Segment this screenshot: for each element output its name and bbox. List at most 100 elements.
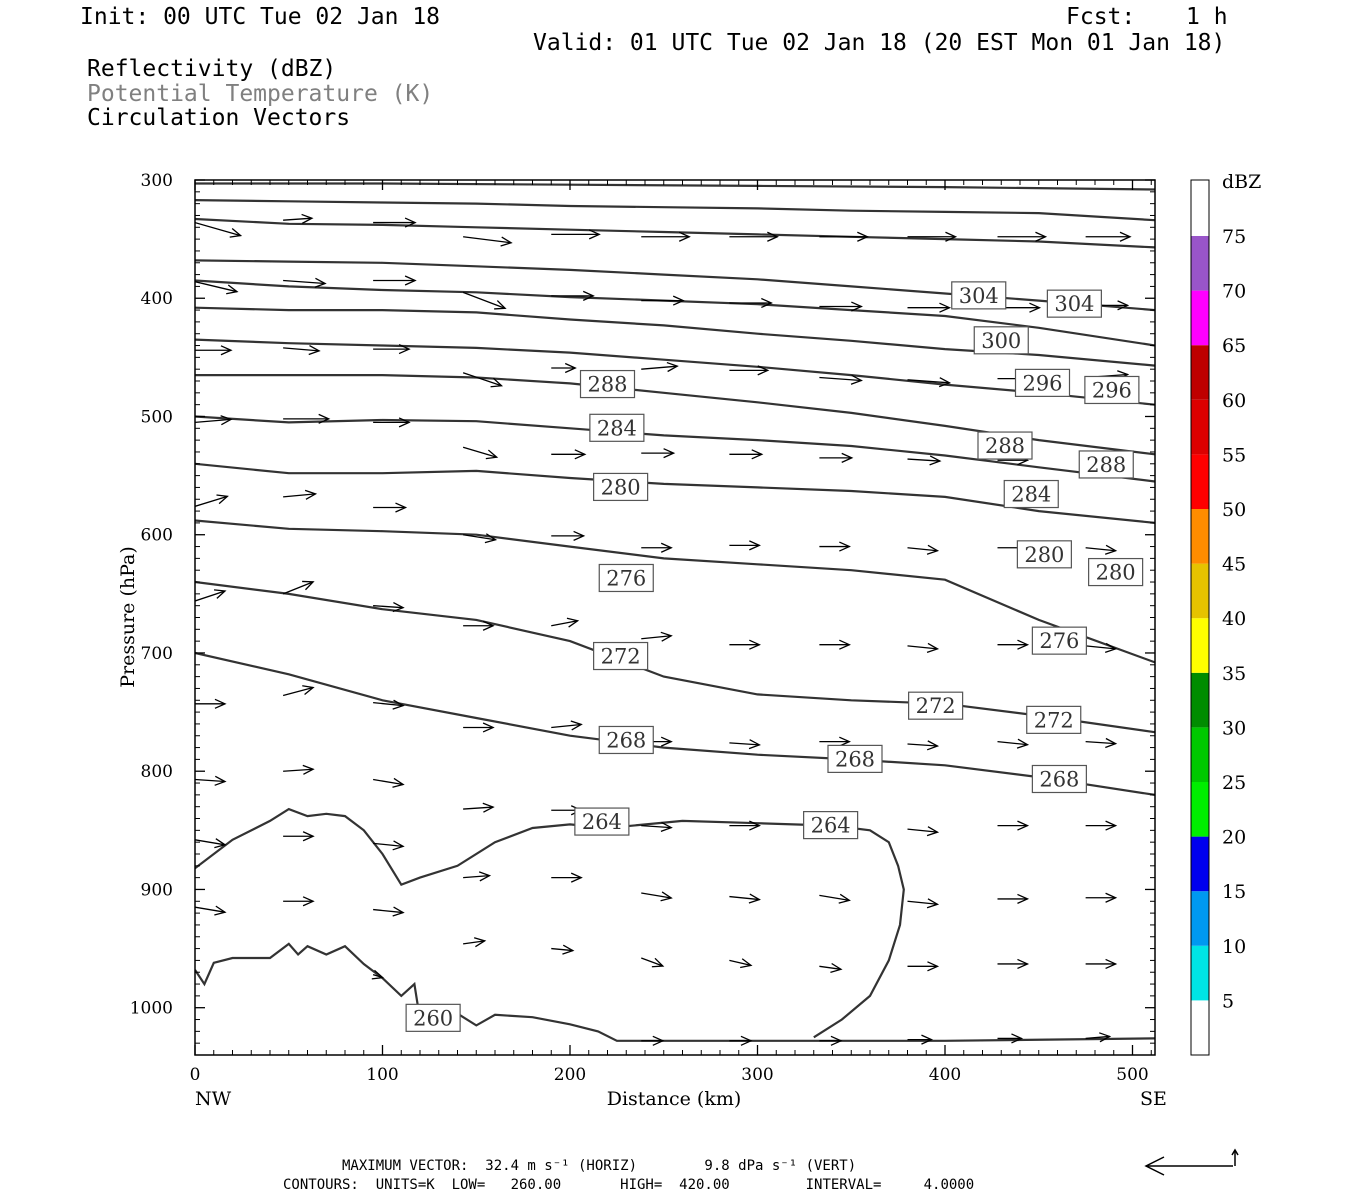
circulation-vector — [195, 221, 243, 238]
circulation-vector — [463, 533, 498, 544]
circulation-vector — [283, 413, 331, 424]
circulation-vector — [729, 893, 761, 904]
x-tick-label: 500 — [1116, 1065, 1148, 1085]
circulation-vector — [641, 821, 673, 833]
theta-contour-268 — [195, 651, 1155, 796]
circulation-vector — [641, 231, 691, 242]
colorbar-label: 30 — [1222, 717, 1246, 739]
circulation-vector — [907, 642, 940, 653]
circulation-vector — [729, 820, 761, 831]
circulation-vector — [729, 639, 761, 650]
contour-label: 304 — [951, 281, 1007, 310]
svg-text:272: 272 — [601, 645, 641, 669]
contour-label: 268 — [827, 744, 883, 773]
circulation-vector — [283, 831, 315, 842]
contour-label: 268 — [1031, 764, 1087, 794]
circulation-vector — [819, 301, 863, 312]
colorbar-label: 5 — [1222, 990, 1234, 1012]
contour-info-note: CONTOURS: UNITS=K LOW= 260.00 HIGH= 420.… — [283, 1177, 975, 1193]
circulation-vector — [462, 291, 507, 310]
x-tick-label: 400 — [929, 1065, 961, 1085]
circulation-vector — [551, 449, 587, 460]
svg-text:272: 272 — [1034, 708, 1074, 732]
contour-label: 264 — [803, 811, 859, 840]
contour-label: 300 — [973, 326, 1029, 355]
svg-text:268: 268 — [606, 728, 646, 752]
colorbar-segment — [1191, 618, 1209, 673]
circulation-vector — [373, 777, 405, 788]
x-tick-label: 200 — [554, 1065, 586, 1085]
circulation-vector — [551, 720, 583, 731]
colorbar-segment — [1191, 345, 1209, 400]
circulation-vector — [1085, 1032, 1112, 1043]
circulation-vector — [195, 415, 233, 426]
contour-label: 272 — [908, 691, 964, 720]
colorbar-segment — [1191, 945, 1209, 1001]
y-tick-label: 500 — [141, 407, 173, 427]
svg-text:304: 304 — [1054, 292, 1094, 316]
svg-text:280: 280 — [601, 475, 641, 499]
contour-label: 280 — [1088, 557, 1144, 587]
theta-contour-312 — [195, 199, 1155, 222]
circulation-vector — [1085, 544, 1118, 555]
circulation-vector — [195, 589, 227, 602]
contour-label: 272 — [1026, 705, 1082, 734]
x-right-label: SE — [1140, 1088, 1167, 1110]
circulation-vector — [373, 601, 405, 613]
colorbar-label: 60 — [1222, 390, 1246, 412]
colorbar-segment — [1191, 782, 1209, 837]
circulation-vector — [283, 345, 321, 356]
circulation-vector — [283, 764, 315, 775]
y-tick-label: 700 — [141, 644, 173, 664]
theta-contour-316 — [195, 182, 1155, 191]
svg-text:268: 268 — [835, 747, 875, 771]
forecast-hour-label: Fcst: — [1066, 4, 1136, 30]
circulation-vector — [282, 685, 315, 697]
contour-label: 304 — [1046, 289, 1102, 318]
contour-label: 284 — [1003, 479, 1059, 509]
theta-contour-284 — [195, 415, 1155, 483]
colorbar-segment — [1191, 290, 1209, 346]
svg-text:288: 288 — [1086, 453, 1126, 477]
svg-text:264: 264 — [582, 810, 622, 834]
circulation-vector — [907, 898, 940, 909]
maximum-vector-note: MAXIMUM VECTOR: 32.4 m s⁻¹ (HORIZ) 9.8 d… — [342, 1158, 857, 1174]
circulation-vector — [195, 281, 239, 295]
circulation-vector — [551, 944, 575, 955]
colorbar-segment — [1191, 454, 1209, 509]
field-circulation-vectors: Circulation Vectors — [87, 105, 351, 131]
svg-text:280: 280 — [1024, 543, 1064, 567]
circulation-vector — [997, 1033, 1024, 1044]
circulation-vector — [373, 699, 405, 710]
field-potential-temperature: Potential Temperature (K) — [87, 81, 434, 107]
circulation-vector — [373, 417, 411, 428]
contour-label: 288 — [977, 431, 1033, 460]
circulation-vector — [371, 969, 385, 980]
circulation-vector — [551, 362, 577, 374]
circulation-vector — [729, 958, 753, 969]
circulation-vector — [819, 1035, 843, 1046]
colorbar-label: 70 — [1222, 281, 1246, 303]
contour-label: 288 — [1078, 450, 1134, 479]
circulation-vector — [819, 736, 851, 747]
contour-label: 276 — [1031, 626, 1087, 655]
svg-text:264: 264 — [811, 814, 851, 838]
svg-text:300: 300 — [981, 329, 1021, 353]
svg-text:296: 296 — [1092, 378, 1132, 402]
colorbar-label: 35 — [1222, 663, 1246, 685]
circulation-vector — [1085, 892, 1118, 903]
contour-label: 260 — [405, 1003, 461, 1032]
circulation-vector — [907, 455, 942, 466]
svg-text:284: 284 — [1011, 483, 1051, 507]
theta-contour-304 — [195, 259, 1155, 312]
circulation-vector — [551, 872, 583, 883]
circulation-vector — [283, 489, 318, 500]
x-left-label: NW — [195, 1088, 232, 1110]
reference-vector-icon — [1144, 1148, 1239, 1176]
colorbar-segment — [1191, 727, 1209, 782]
circulation-vector — [463, 722, 495, 733]
colorbar-label: 20 — [1222, 827, 1246, 849]
circulation-vector — [641, 448, 676, 459]
contour-label: 296 — [1084, 375, 1140, 405]
colorbar-segment — [1191, 891, 1209, 946]
